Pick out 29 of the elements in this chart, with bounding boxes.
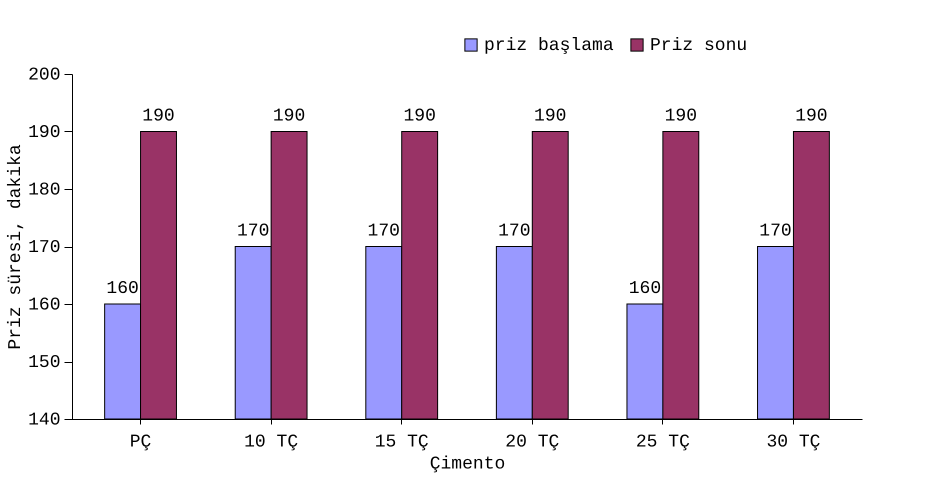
data-label: 170 bbox=[759, 222, 792, 242]
data-label: 160 bbox=[106, 279, 139, 299]
data-label: 190 bbox=[403, 106, 436, 126]
data-label: 170 bbox=[368, 222, 400, 242]
y-tick-label: 200 bbox=[28, 66, 60, 86]
x-tick-label: 30 TÇ bbox=[766, 432, 821, 452]
data-label: 170 bbox=[236, 222, 270, 242]
data-label: 190 bbox=[795, 106, 828, 126]
y-tick-label: 160 bbox=[28, 296, 60, 316]
y-tick-label: 190 bbox=[28, 123, 60, 143]
x-tick-label: 15 TÇ bbox=[374, 432, 429, 452]
legend-label: Priz sonu bbox=[650, 36, 748, 56]
y-axis-title: Priz süresi, dakika bbox=[6, 144, 26, 350]
y-tick-label: 150 bbox=[28, 353, 60, 373]
data-label: 170 bbox=[498, 222, 531, 242]
data-label: 190 bbox=[142, 106, 175, 126]
y-tick-label: 170 bbox=[28, 238, 60, 258]
x-tick-label: 25 TÇ bbox=[636, 432, 690, 452]
x-axis-title: Çimento bbox=[430, 454, 506, 474]
y-tick-label: 140 bbox=[28, 410, 60, 430]
data-label: 190 bbox=[664, 106, 698, 126]
data-label: 160 bbox=[628, 279, 662, 299]
x-tick-label: PÇ bbox=[130, 432, 152, 452]
legend-label: priz başlama bbox=[484, 36, 614, 56]
y-tick-label: 180 bbox=[28, 180, 60, 200]
x-tick-label: 20 TÇ bbox=[505, 432, 560, 452]
data-label: 190 bbox=[272, 106, 306, 126]
x-tick-label: 10 TÇ bbox=[244, 432, 298, 452]
data-label: 190 bbox=[534, 106, 566, 126]
